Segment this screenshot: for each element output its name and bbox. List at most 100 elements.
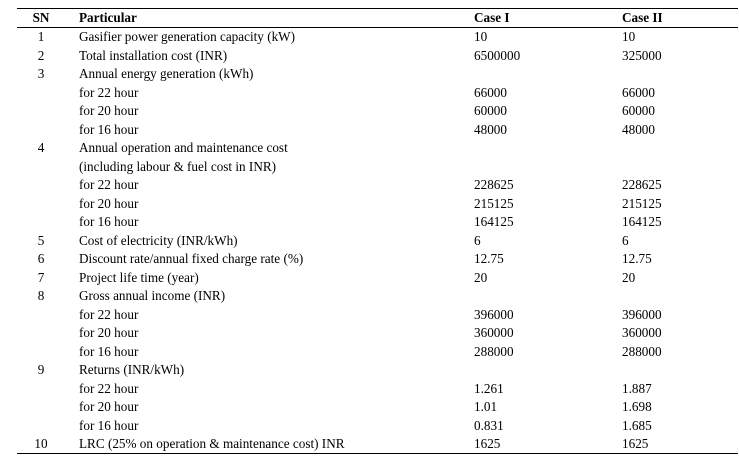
cell-case2: 215125 xyxy=(622,195,662,211)
cell-case2: 10 xyxy=(622,29,636,45)
table-bottom-rule xyxy=(17,453,738,454)
table-row: for 20 hour 60000 60000 xyxy=(0,102,739,120)
table-row: 9 Returns (INR/kWh) xyxy=(0,361,739,379)
cell-sn: 4 xyxy=(37,140,45,156)
cell-sn: 3 xyxy=(37,66,45,82)
cell-particular: for 16 hour xyxy=(79,121,139,137)
cell-particular: for 16 hour xyxy=(79,417,139,433)
cell-particular: Gross annual income (INR) xyxy=(79,288,226,304)
cell-case2: 396000 xyxy=(622,306,662,322)
cell-sn: 2 xyxy=(37,47,45,63)
cell-case1: 1625 xyxy=(474,436,501,452)
cell-case2: 164125 xyxy=(622,214,662,230)
table-row: 6 Discount rate/annual fixed charge rate … xyxy=(0,250,739,268)
cell-particular: Gasifier power generation capacity (kW) xyxy=(79,29,296,45)
cell-case2: 1.887 xyxy=(622,380,652,396)
cell-particular: for 20 hour xyxy=(79,103,139,119)
cell-case1: 0.831 xyxy=(474,417,504,433)
table-row: for 20 hour 215125 215125 xyxy=(0,195,739,213)
cell-case2: 66000 xyxy=(622,84,655,100)
header-sn: SN xyxy=(32,10,50,25)
table-row: 5 Cost of electricity (INR/kWh) 6 6 xyxy=(0,232,739,250)
cell-sn: 7 xyxy=(37,269,45,285)
table-row: for 16 hour 164125 164125 xyxy=(0,213,739,231)
cell-particular: Total installation cost (INR) xyxy=(79,47,228,63)
table-row: for 16 hour 48000 48000 xyxy=(0,121,739,139)
cell-particular: Cost of electricity (INR/kWh) xyxy=(79,232,238,248)
cell-case1: 228625 xyxy=(474,177,514,193)
table-header-row: SN Particular Case I Case II xyxy=(0,9,739,27)
cell-case1: 60000 xyxy=(474,103,507,119)
cell-particular: for 22 hour xyxy=(79,84,139,100)
cell-case2: 6 xyxy=(622,232,629,248)
table-row: for 20 hour 360000 360000 xyxy=(0,324,739,342)
table-row: for 16 hour 288000 288000 xyxy=(0,343,739,361)
table-row: 3 Annual energy generation (kWh) xyxy=(0,65,739,83)
cell-case1: 1.261 xyxy=(474,380,504,396)
table-row: for 22 hour 66000 66000 xyxy=(0,84,739,102)
cell-particular: for 22 hour xyxy=(79,380,139,396)
cell-case2: 48000 xyxy=(622,121,655,137)
cell-case2: 288000 xyxy=(622,343,662,359)
cell-case1: 396000 xyxy=(474,306,514,322)
cell-case1: 66000 xyxy=(474,84,507,100)
cell-particular: for 20 hour xyxy=(79,399,139,415)
cell-particular: (including labour & fuel cost in INR) xyxy=(79,158,277,174)
table-row: for 16 hour 0.831 1.685 xyxy=(0,417,739,435)
cell-particular: Project life time (year) xyxy=(79,269,199,285)
cell-sn: 1 xyxy=(37,29,45,45)
cell-particular: for 20 hour xyxy=(79,195,139,211)
cell-case1: 215125 xyxy=(474,195,514,211)
cell-case1: 164125 xyxy=(474,214,514,230)
cell-particular: for 22 hour xyxy=(79,306,139,322)
cell-particular: Discount rate/annual fixed charge rate (… xyxy=(79,251,304,267)
cell-sn: 8 xyxy=(37,288,45,304)
table-row: 4 Annual operation and maintenance cost xyxy=(0,139,739,157)
cell-case1: 10 xyxy=(474,29,488,45)
cell-case1: 288000 xyxy=(474,343,514,359)
cell-case2: 1.698 xyxy=(622,399,652,415)
table-header-rule xyxy=(17,27,738,28)
table-row: 10 LRC (25% on operation & maintenance co… xyxy=(0,435,739,453)
cell-sn: 9 xyxy=(37,362,45,378)
table-row: 8 Gross annual income (INR) xyxy=(0,287,739,305)
cell-case2: 228625 xyxy=(622,177,662,193)
cell-case1: 360000 xyxy=(474,325,514,341)
cell-case1: 12.75 xyxy=(474,251,504,267)
cell-case2: 12.75 xyxy=(622,251,652,267)
cell-case1: 6500000 xyxy=(474,47,521,63)
cell-particular: for 20 hour xyxy=(79,325,139,341)
header-particular: Particular xyxy=(79,10,137,25)
table-row: 1 Gasifier power generation capacity (kW)… xyxy=(0,28,739,46)
cell-particular: Returns (INR/kWh) xyxy=(79,362,185,378)
cell-particular: for 22 hour xyxy=(79,177,139,193)
table-row: for 22 hour 228625 228625 xyxy=(0,176,739,194)
cell-case2: 325000 xyxy=(622,47,662,63)
header-case-1: Case I xyxy=(474,10,510,25)
table-row: 7 Project life time (year) 20 20 xyxy=(0,269,739,287)
cell-particular: Annual operation and maintenance cost xyxy=(79,140,288,156)
table-row: 2 Total installation cost (INR) 6500000 325… xyxy=(0,47,739,65)
table-row: for 20 hour 1.01 1.698 xyxy=(0,398,739,416)
cell-case2: 360000 xyxy=(622,325,662,341)
cell-case2: 20 xyxy=(622,269,636,285)
cell-case1: 48000 xyxy=(474,121,507,137)
table-row: for 22 hour 1.261 1.887 xyxy=(0,380,739,398)
cell-particular: for 16 hour xyxy=(79,214,139,230)
table-top-rule xyxy=(17,8,738,9)
cell-case1: 1.01 xyxy=(474,399,498,415)
cell-case2: 1625 xyxy=(622,436,649,452)
cell-case2: 60000 xyxy=(622,103,655,119)
cell-particular: Annual energy generation (kWh) xyxy=(79,66,254,82)
cell-case1: 20 xyxy=(474,269,488,285)
cell-sn: 5 xyxy=(37,232,45,248)
cell-case2: 1.685 xyxy=(622,417,652,433)
table-row: (including labour & fuel cost in INR) xyxy=(0,158,739,176)
table-row: for 22 hour 396000 396000 xyxy=(0,306,739,324)
cell-particular: for 16 hour xyxy=(79,343,139,359)
header-case-2: Case II xyxy=(622,10,663,25)
cell-sn: 6 xyxy=(37,251,45,267)
cell-case1: 6 xyxy=(474,232,481,248)
cell-sn: 10 xyxy=(34,436,48,452)
cell-particular: LRC (25% on operation & maintenance cost… xyxy=(79,436,345,452)
